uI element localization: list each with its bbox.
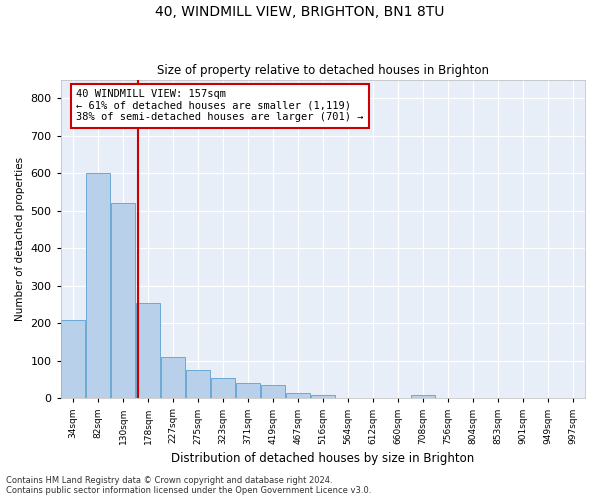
Text: 40, WINDMILL VIEW, BRIGHTON, BN1 8TU: 40, WINDMILL VIEW, BRIGHTON, BN1 8TU	[155, 5, 445, 19]
X-axis label: Distribution of detached houses by size in Brighton: Distribution of detached houses by size …	[171, 452, 475, 465]
Bar	[186, 370, 210, 398]
Bar	[111, 204, 135, 398]
Bar	[86, 174, 110, 398]
Bar	[211, 378, 235, 398]
Y-axis label: Number of detached properties: Number of detached properties	[15, 157, 25, 321]
Bar	[411, 396, 434, 398]
Text: 40 WINDMILL VIEW: 157sqm
← 61% of detached houses are smaller (1,119)
38% of sem: 40 WINDMILL VIEW: 157sqm ← 61% of detach…	[76, 89, 364, 122]
Title: Size of property relative to detached houses in Brighton: Size of property relative to detached ho…	[157, 64, 489, 77]
Bar	[311, 394, 335, 398]
Bar	[161, 357, 185, 399]
Bar	[136, 302, 160, 398]
Text: Contains HM Land Registry data © Crown copyright and database right 2024.
Contai: Contains HM Land Registry data © Crown c…	[6, 476, 371, 495]
Bar	[286, 392, 310, 398]
Bar	[236, 384, 260, 398]
Bar	[261, 385, 285, 398]
Bar	[61, 320, 85, 398]
